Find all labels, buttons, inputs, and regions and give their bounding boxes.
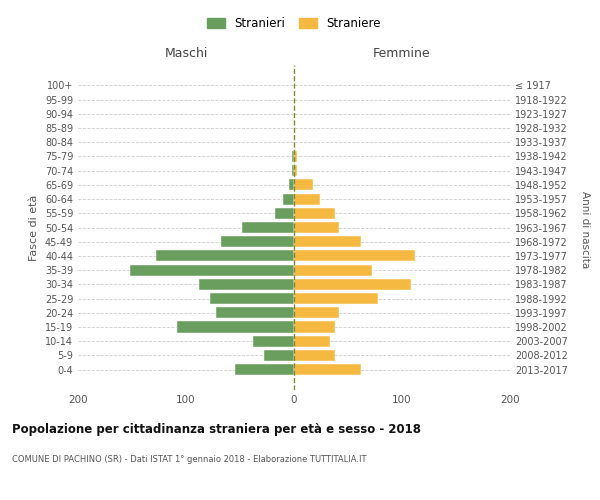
Bar	[283, 194, 294, 204]
Text: COMUNE DI PACHINO (SR) - Dati ISTAT 1° gennaio 2018 - Elaborazione TUTTITALIA.IT: COMUNE DI PACHINO (SR) - Dati ISTAT 1° g…	[12, 455, 367, 464]
Bar	[294, 236, 361, 248]
Bar	[130, 264, 294, 276]
Y-axis label: Fasce di età: Fasce di età	[29, 194, 39, 260]
Bar	[294, 293, 378, 304]
Text: Maschi: Maschi	[164, 47, 208, 60]
Legend: Stranieri, Straniere: Stranieri, Straniere	[202, 12, 386, 35]
Bar	[294, 264, 372, 276]
Bar	[294, 350, 335, 361]
Bar	[294, 151, 297, 162]
Bar	[294, 194, 320, 204]
Bar	[294, 180, 313, 190]
Bar	[289, 180, 294, 190]
Text: Femmine: Femmine	[373, 47, 431, 60]
Bar	[294, 222, 340, 233]
Bar	[216, 308, 294, 318]
Text: Popolazione per cittadinanza straniera per età e sesso - 2018: Popolazione per cittadinanza straniera p…	[12, 422, 421, 436]
Bar	[235, 364, 294, 375]
Bar	[156, 250, 294, 262]
Bar	[294, 208, 335, 219]
Bar	[294, 308, 340, 318]
Bar	[294, 364, 361, 375]
Bar	[294, 322, 335, 332]
Bar	[292, 151, 294, 162]
Bar	[264, 350, 294, 361]
Bar	[242, 222, 294, 233]
Bar	[294, 279, 410, 290]
Bar	[221, 236, 294, 248]
Bar	[294, 250, 415, 262]
Bar	[178, 322, 294, 332]
Bar	[275, 208, 294, 219]
Text: Anni di nascita: Anni di nascita	[580, 192, 590, 268]
Bar	[253, 336, 294, 347]
Bar	[294, 336, 329, 347]
Bar	[199, 279, 294, 290]
Bar	[210, 293, 294, 304]
Bar	[294, 165, 297, 176]
Bar	[292, 165, 294, 176]
